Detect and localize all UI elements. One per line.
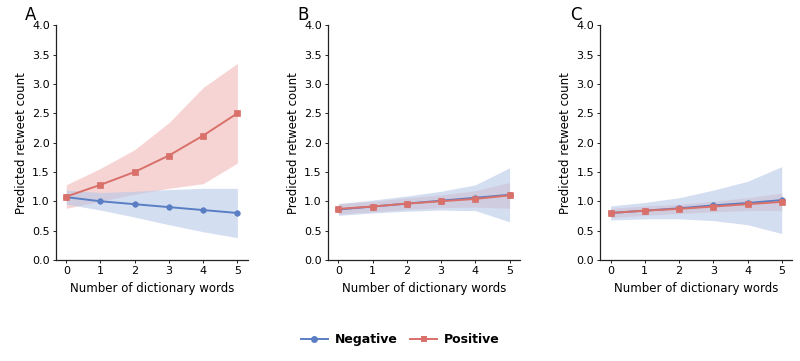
- Legend: Negative, Positive: Negative, Positive: [296, 328, 504, 351]
- Text: A: A: [26, 6, 37, 25]
- Text: B: B: [298, 6, 309, 25]
- X-axis label: Number of dictionary words: Number of dictionary words: [614, 282, 778, 295]
- Y-axis label: Predicted retweet count: Predicted retweet count: [287, 71, 300, 214]
- Y-axis label: Predicted retweet count: Predicted retweet count: [559, 71, 572, 214]
- Y-axis label: Predicted retweet count: Predicted retweet count: [15, 71, 28, 214]
- X-axis label: Number of dictionary words: Number of dictionary words: [342, 282, 506, 295]
- Text: C: C: [570, 6, 581, 25]
- X-axis label: Number of dictionary words: Number of dictionary words: [70, 282, 234, 295]
